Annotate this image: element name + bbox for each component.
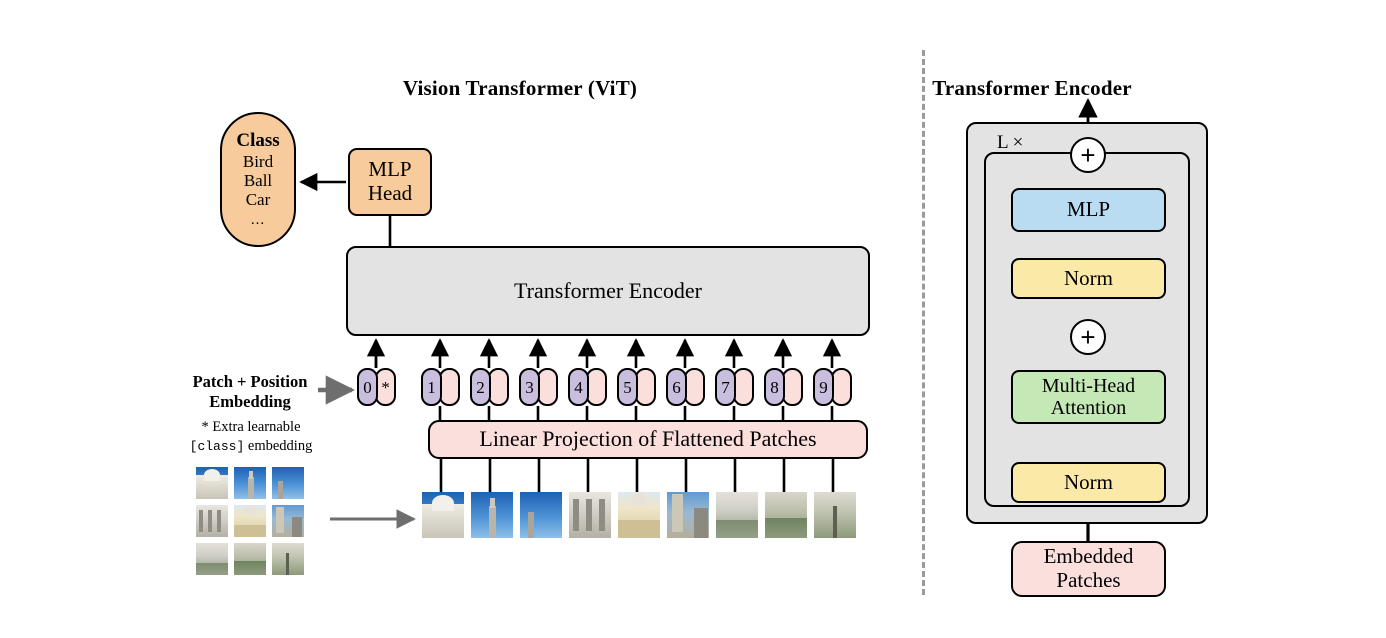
transformer-encoder-box: Transformer Encoder: [346, 246, 870, 336]
mlp-head-label-1: MLP: [368, 157, 412, 182]
patch-position-embedding-label: Patch + Position Embedding: [180, 372, 320, 412]
token-3-position: 3: [519, 368, 540, 406]
flat-patch-7: [765, 492, 807, 538]
token-7-patch: [733, 368, 754, 406]
token-1: 1: [421, 368, 460, 406]
left-panel-title: Vision Transformer (ViT): [402, 76, 638, 100]
flat-patch-3: [569, 492, 611, 538]
repeat-count-label: L ×: [997, 132, 1024, 153]
grid-patch-4: [234, 505, 266, 537]
mlp-head-box: MLP Head: [348, 148, 432, 216]
mlp-head-label-2: Head: [367, 181, 413, 205]
token-6: 6: [666, 368, 705, 406]
embedding-label-line2: Embedding: [209, 391, 291, 411]
token-8-patch: [782, 368, 803, 406]
flat-patch-0: [422, 492, 464, 538]
right-panel-title: Transformer Encoder: [932, 76, 1132, 100]
attention-label-line1: Multi-Head: [1041, 374, 1136, 397]
token-9-position: 9: [813, 368, 834, 406]
linear-projection-box: Linear Projection of Flattened Patches: [428, 420, 868, 459]
token-6-patch: [684, 368, 705, 406]
source-image-grid: [196, 467, 304, 575]
residual-add-bottom: +: [1070, 319, 1106, 355]
flat-patch-8: [814, 492, 856, 538]
flat-patch-4: [618, 492, 660, 538]
grid-patch-5: [272, 505, 304, 537]
token-1-patch: [439, 368, 460, 406]
token-1-position: 1: [421, 368, 442, 406]
token-6-position: 6: [666, 368, 687, 406]
token-3-patch: [537, 368, 558, 406]
token-4: 4: [568, 368, 607, 406]
class-output-pill: Class Bird Ball Car ...: [220, 112, 296, 247]
token-2-patch: [488, 368, 509, 406]
multi-head-attention-block: Multi-Head Attention: [1011, 370, 1166, 424]
grid-patch-2: [272, 467, 304, 499]
panel-divider: [922, 50, 925, 595]
token-9: 9: [813, 368, 852, 406]
flat-patch-6: [716, 492, 758, 538]
grid-patch-8: [272, 543, 304, 575]
token-2-position: 2: [470, 368, 491, 406]
token-0: 0 *: [357, 368, 396, 406]
grid-patch-7: [234, 543, 266, 575]
token-9-patch: [831, 368, 852, 406]
flat-patch-5: [667, 492, 709, 538]
flat-patch-2: [520, 492, 562, 538]
token-8-position: 8: [764, 368, 785, 406]
token-0-position: 0: [357, 368, 378, 406]
grid-patch-3: [196, 505, 228, 537]
token-2: 2: [470, 368, 509, 406]
embedded-patches-block: Embedded Patches: [1011, 541, 1166, 597]
token-7-position: 7: [715, 368, 736, 406]
class-token-footnote: * Extra learnable [class] embedding: [176, 418, 326, 455]
embedding-label-line1: Patch + Position: [192, 372, 308, 391]
token-7: 7: [715, 368, 754, 406]
token-5: 5: [617, 368, 656, 406]
token-3: 3: [519, 368, 558, 406]
norm-block-top: Norm: [1011, 258, 1166, 299]
token-0-class-star: *: [375, 368, 396, 406]
embedded-patches-line2: Patches: [1056, 568, 1121, 592]
grid-patch-1: [234, 467, 266, 499]
class-ellipsis: ...: [250, 211, 266, 228]
norm-block-bottom: Norm: [1011, 462, 1166, 503]
class-pill-title: Class: [236, 130, 280, 152]
class-item-bird: Bird: [242, 151, 274, 171]
token-8: 8: [764, 368, 803, 406]
footnote-line-1: * Extra learnable: [201, 419, 301, 435]
class-item-car: Car: [245, 190, 271, 210]
embedded-patches-line1: Embedded: [1043, 544, 1134, 569]
attention-label-line2: Attention: [1050, 397, 1127, 419]
token-5-position: 5: [617, 368, 638, 406]
token-4-position: 4: [568, 368, 589, 406]
flat-patch-1: [471, 492, 513, 538]
mlp-block: MLP: [1011, 188, 1166, 232]
footnote-line-2: [class] embedding: [176, 437, 326, 456]
class-item-ball: Ball: [243, 171, 273, 191]
footnote-line-2-tail: embedding: [244, 437, 313, 454]
token-4-patch: [586, 368, 607, 406]
flattened-patch-strip: [422, 492, 872, 538]
residual-add-top: +: [1070, 137, 1106, 173]
token-5-patch: [635, 368, 656, 406]
class-token-mono: [class]: [189, 438, 245, 454]
grid-patch-0: [196, 467, 228, 499]
grid-patch-6: [196, 543, 228, 575]
